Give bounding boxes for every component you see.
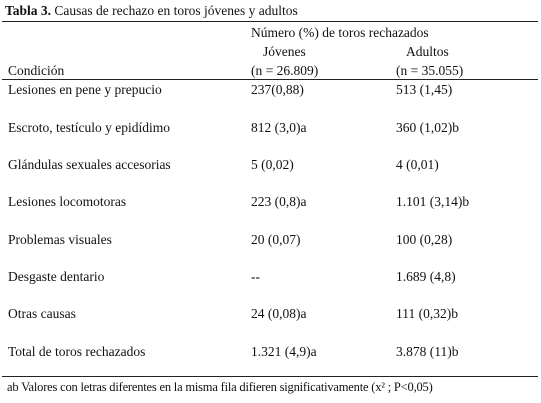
header-adultos: Adultos [406,44,449,59]
row-adultos: 100 (0,28) [396,232,453,247]
row-jovenes: -- [251,269,260,284]
caption-label: Tabla 3. [5,3,52,18]
top-rule [2,21,538,22]
row-condicion: Glándulas sexuales accesorias [8,157,171,172]
row-condicion: Lesiones locomotoras [8,194,127,209]
row-adultos: 360 (1,02)b [396,120,459,135]
header-rule [2,79,538,80]
footnote: ab Valores con letras diferentes en la m… [7,380,433,394]
row-jovenes: 24 (0,08)a [251,306,307,321]
row-jovenes: 812 (3,0)a [251,120,307,135]
row-adultos: 3.878 (11)b [396,344,459,359]
header-condicion: Condición [8,63,65,78]
row-jovenes: 1.321 (4,9)a [251,344,317,359]
bottom-rule [2,376,538,377]
row-adultos: 111 (0,32)b [396,306,458,321]
row-jovenes: 20 (0,07) [251,232,301,247]
caption-text: Causas de rechazo en toros jóvenes y adu… [51,3,298,18]
header-jovenes-n: (n = 26.809) [251,63,319,78]
row-condicion: Otras causas [8,306,76,321]
row-condicion: Desgaste dentario [8,269,105,284]
table-caption: Tabla 3. Causas de rechazo en toros jóve… [5,3,298,19]
row-condicion: Lesiones en pene y prepucio [8,82,162,97]
row-jovenes: 223 (0,8)a [251,194,307,209]
row-adultos: 513 (1,45) [396,82,453,97]
row-adultos: 1.101 (3,14)b [396,194,470,209]
row-jovenes: 237(0,88) [251,82,304,97]
header-group-label: Número (%) de toros rechazados [251,25,429,40]
row-adultos: 4 (0,01) [396,157,439,172]
header-jovenes: Jóvenes [263,44,306,59]
row-condicion: Problemas visuales [8,232,112,247]
row-condicion: Total de toros rechazados [8,344,146,359]
row-jovenes: 5 (0,02) [251,157,294,172]
row-adultos: 1.689 (4,8) [396,269,456,284]
header-adultos-n: (n = 35.055) [396,63,464,78]
row-condicion: Escroto, testículo y epidídimo [8,120,170,135]
